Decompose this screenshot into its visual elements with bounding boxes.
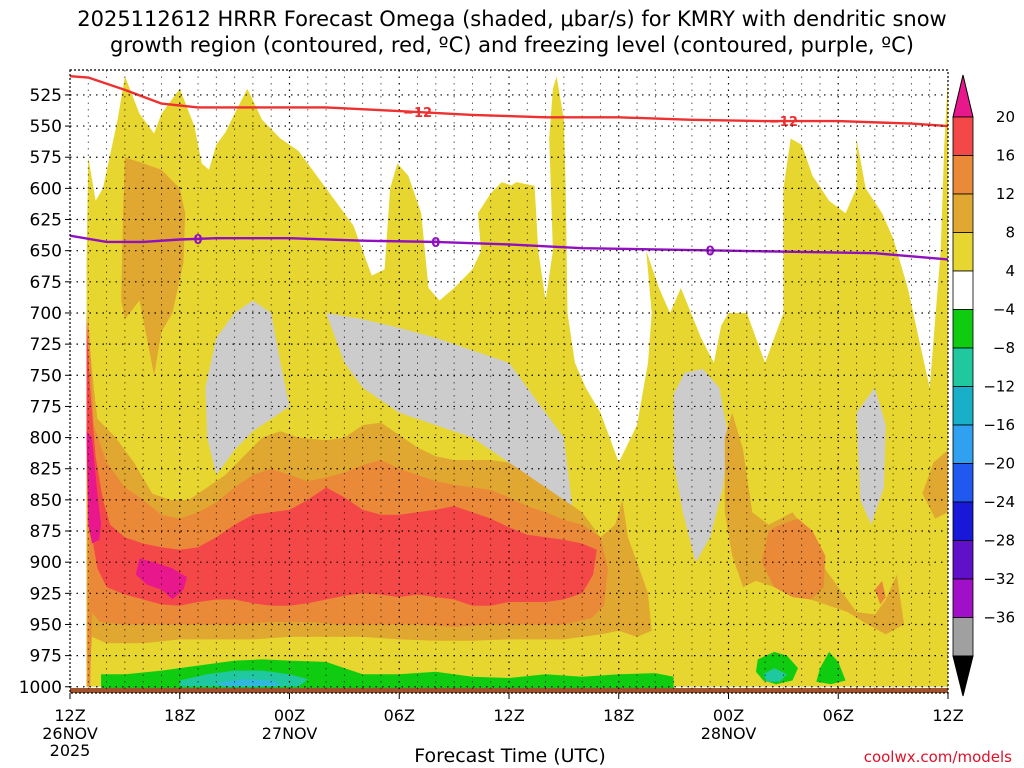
- credit-link[interactable]: coolwx.com/models: [863, 748, 1012, 766]
- omega-region-yellow: [386, 188, 422, 326]
- freezing-level-contour-label: 0: [706, 244, 715, 259]
- colorbar-label: −24: [983, 493, 1015, 511]
- colorbar-label: −16: [983, 416, 1015, 434]
- colorbar-label: 4: [1005, 262, 1015, 280]
- x-tick-label: 06Z: [384, 706, 415, 725]
- omega-region-yellow: [477, 182, 519, 286]
- x-tick-label: 12Z: [54, 706, 85, 725]
- dgz-minus12-contour-label: −12: [769, 115, 798, 130]
- colorbar-label: −4: [993, 301, 1015, 319]
- y-tick-label: 950: [30, 615, 62, 635]
- colorbar-segment: [952, 270, 974, 310]
- colorbar-segment: [952, 116, 974, 156]
- colorbar-label: −12: [983, 378, 1015, 396]
- x-axis-title: Forecast Time (UTC): [414, 745, 606, 767]
- omega-region-white: [856, 387, 886, 525]
- y-tick-label: 700: [30, 304, 62, 324]
- omega-region-cyan: [216, 679, 283, 687]
- y-tick-label: 525: [30, 86, 62, 106]
- y-tick-label: 900: [30, 553, 62, 573]
- colorbar-label: 16: [996, 147, 1015, 165]
- colorbar-bottom-arrow: [952, 655, 974, 697]
- colorbar-segment: [952, 193, 974, 233]
- y-tick-label: 850: [30, 491, 62, 511]
- x-tick-label: 12Z: [493, 706, 524, 725]
- colorbar-label: −28: [983, 532, 1015, 550]
- omega-region-teal: [763, 668, 787, 682]
- omega-region-magenta: [86, 431, 102, 544]
- colorbar-label: −32: [983, 570, 1015, 588]
- y-tick-label: 600: [30, 179, 62, 199]
- colorbar-top-arrow: [952, 74, 974, 118]
- colorbar-label: 12: [996, 185, 1015, 203]
- y-tick-label: 825: [30, 460, 62, 480]
- omega-region-red: [86, 319, 597, 606]
- y-tick-label: 625: [30, 211, 62, 231]
- chart-title-line-1: 2025112612 HRRR Forecast Omega (shaded, …: [77, 7, 947, 31]
- y-tick-label: 875: [30, 522, 62, 542]
- dgz-minus12-contour-label: −12: [403, 106, 432, 121]
- colorbar-segment: [952, 347, 974, 387]
- chart-title-line-2: growth region (contoured, red, ºC) and f…: [110, 33, 914, 57]
- omega-region-magenta: [135, 558, 188, 600]
- y-tick-label: 675: [30, 273, 62, 293]
- y-tick-label: 800: [30, 429, 62, 449]
- omega-region-gold: [922, 450, 948, 519]
- colorbar-segment: [952, 232, 974, 272]
- colorbar-label: −8: [993, 339, 1015, 357]
- y-tick-label: 750: [30, 366, 62, 386]
- colorbar-segment: [952, 386, 974, 426]
- colorbar-label: 20: [996, 108, 1015, 126]
- omega-region-gold: [724, 412, 905, 635]
- x-tick-date: 27NOV: [262, 724, 318, 743]
- colorbar-segment: [952, 578, 974, 618]
- y-tick-label: 975: [30, 647, 62, 667]
- y-tick-label: 1000: [19, 678, 62, 698]
- freezing-level-contour-label: 0: [431, 236, 440, 251]
- x-tick-date: 28NOV: [701, 724, 757, 743]
- x-tick-label: 00Z: [274, 706, 305, 725]
- x-tick-label: 18Z: [603, 706, 634, 725]
- colorbar-label: −36: [983, 609, 1015, 627]
- omega-region-orange: [761, 518, 826, 600]
- dgz-minus12-contour: [70, 75, 948, 128]
- colorbar-segment: [952, 463, 974, 503]
- freezing-level-contour-label: 0: [194, 233, 203, 248]
- colorbar-segment: [952, 540, 974, 580]
- x-tick-date: 26NOV: [42, 724, 98, 743]
- colorbar-segment: [952, 617, 974, 657]
- omega-region-orange: [874, 580, 886, 605]
- omega-region-white: [326, 313, 573, 525]
- y-tick-label: 575: [30, 148, 62, 168]
- x-tick-label: 18Z: [164, 706, 195, 725]
- omega-region-gold: [121, 157, 186, 376]
- x-tick-year: 2025: [50, 741, 91, 760]
- colorbar-segment: [952, 501, 974, 541]
- chart-title: 2025112612 HRRR Forecast Omega (shaded, …: [0, 6, 1024, 58]
- colorbar-label: 8: [1005, 224, 1015, 242]
- y-tick-label: 775: [30, 397, 62, 417]
- colorbar-segment: [952, 424, 974, 464]
- colorbar-segment: [952, 155, 974, 195]
- y-tick-label: 550: [30, 117, 62, 137]
- y-tick-label: 650: [30, 242, 62, 262]
- colorbar-segment: [952, 309, 974, 349]
- omega-region-white: [673, 369, 729, 563]
- colorbar-label: −20: [983, 455, 1015, 473]
- omega-region-green: [816, 651, 846, 685]
- x-tick-label: 12Z: [932, 706, 963, 725]
- x-tick-label: 06Z: [823, 706, 854, 725]
- terrain-strip: [70, 688, 948, 693]
- freezing-level-contour: [70, 234, 948, 261]
- y-tick-label: 725: [30, 335, 62, 355]
- x-tick-label: 00Z: [713, 706, 744, 725]
- y-tick-label: 925: [30, 584, 62, 604]
